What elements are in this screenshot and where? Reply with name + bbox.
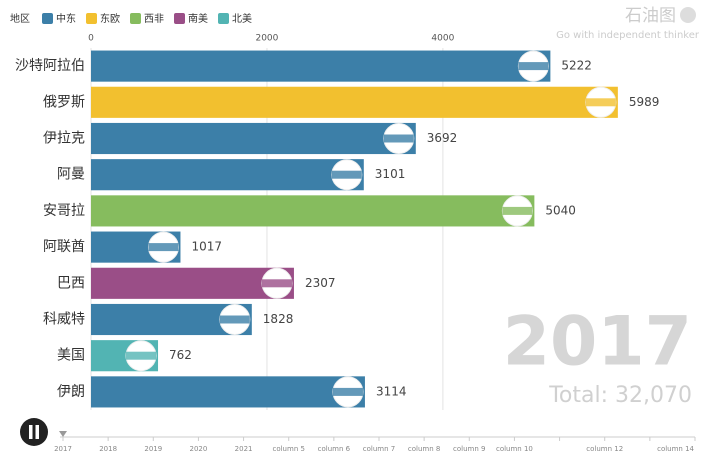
y-tick-label: 阿联酋 xyxy=(43,238,85,255)
value-label: 5989 xyxy=(629,95,660,109)
flag-stripe xyxy=(126,351,157,360)
y-tick-label: 俄罗斯 xyxy=(43,94,85,110)
bar xyxy=(91,50,551,82)
legend-title: 地区 xyxy=(10,12,30,25)
watermark-logo xyxy=(680,7,696,23)
timeline-label: column 8 xyxy=(408,445,440,453)
value-label: 2307 xyxy=(305,276,336,290)
pause-button[interactable] xyxy=(20,418,48,446)
timeline-label: 2020 xyxy=(190,445,208,453)
timeline-label: column 7 xyxy=(363,445,395,453)
timeline-label: column 10 xyxy=(496,445,533,453)
legend-label: 南美 xyxy=(188,12,208,25)
legend-label: 东欧 xyxy=(100,12,120,25)
timeline-label: column 14 xyxy=(657,445,694,453)
flag-stripe xyxy=(148,243,179,252)
timeline-label: 2017 xyxy=(54,445,72,453)
legend-swatch xyxy=(86,13,97,24)
flag-stripe xyxy=(518,62,549,71)
bar xyxy=(91,122,416,155)
flag-stripe xyxy=(331,170,362,179)
y-tick-label: 科威特 xyxy=(43,312,85,328)
x-tick-label: 0 xyxy=(88,34,94,44)
timeline-label: column 9 xyxy=(453,445,485,453)
timeline-label: 2018 xyxy=(99,445,117,453)
bar xyxy=(91,159,364,191)
bar xyxy=(91,195,535,227)
value-label: 3692 xyxy=(427,131,458,145)
legend-label: 北美 xyxy=(232,12,252,25)
bar xyxy=(91,376,365,408)
bar xyxy=(91,86,618,118)
year-label: 2017 xyxy=(503,303,692,382)
flag-stripe xyxy=(261,279,292,288)
y-tick-label: 沙特阿拉伯 xyxy=(15,58,85,74)
y-tick-label: 巴西 xyxy=(57,275,85,291)
timeline-handle xyxy=(59,431,67,437)
value-label: 762 xyxy=(169,348,192,362)
bar xyxy=(91,267,294,299)
watermark-subtitle: Go with independent thinker xyxy=(556,30,700,41)
y-tick-label: 阿曼 xyxy=(57,167,85,183)
flag-stripe xyxy=(585,98,616,107)
legend-swatch xyxy=(130,13,141,24)
pause-icon xyxy=(29,425,33,439)
value-label: 5222 xyxy=(561,59,592,73)
y-tick-label: 美国 xyxy=(57,348,85,364)
value-label: 1828 xyxy=(263,312,294,326)
value-label: 5040 xyxy=(545,203,576,217)
x-tick-label: 4000 xyxy=(431,34,454,44)
legend-swatch xyxy=(174,13,185,24)
y-tick-label: 安哥拉 xyxy=(43,203,85,219)
x-tick-label: 2000 xyxy=(255,34,278,44)
timeline-label: column 12 xyxy=(586,445,623,453)
value-label: 3114 xyxy=(376,384,407,398)
y-tick-label: 伊拉克 xyxy=(43,131,85,147)
flag-stripe xyxy=(383,134,414,143)
legend-label: 中东 xyxy=(56,12,76,25)
legend-swatch xyxy=(218,13,229,24)
watermark: 石油图 xyxy=(625,6,676,26)
flag-stripe xyxy=(332,387,363,396)
y-tick-label: 伊朗 xyxy=(57,384,85,400)
value-label: 3101 xyxy=(375,167,406,181)
timeline-label: 2021 xyxy=(235,445,253,453)
flag-stripe xyxy=(502,206,533,215)
legend-label: 西非 xyxy=(144,13,164,25)
value-label: 1017 xyxy=(191,240,222,254)
timeline-label: 2019 xyxy=(144,445,162,453)
total-label: Total: 32,070 xyxy=(548,383,692,408)
timeline-label: column 6 xyxy=(318,445,351,453)
flag-stripe xyxy=(219,315,250,324)
timeline-label: column 5 xyxy=(272,445,304,453)
pause-icon xyxy=(35,425,39,439)
legend-swatch xyxy=(42,13,53,24)
